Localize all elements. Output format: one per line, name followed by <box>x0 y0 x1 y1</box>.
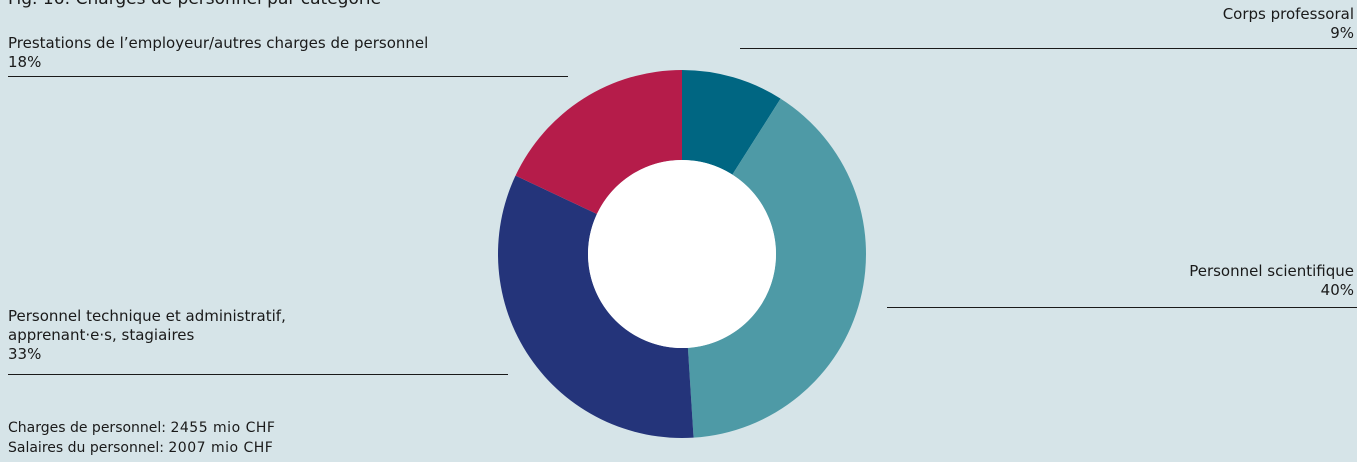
label-technique-pct: 33% <box>8 345 42 363</box>
summary-charges-value: 2455 mio CHF <box>170 420 276 436</box>
leader-line-scientifique <box>887 307 1357 308</box>
leader-line-prestations <box>8 76 568 77</box>
label-prestations: Prestations de l’employeur/autres charge… <box>8 34 428 72</box>
donut-slice-personnel-scientifique <box>687 98 867 438</box>
label-scientifique-name: Personnel scientifique <box>1189 262 1354 280</box>
leader-line-corps <box>740 48 1357 49</box>
chart-title: Fig. 16: Charges de personnel par catégo… <box>8 0 381 9</box>
label-prestations-pct: 18% <box>8 53 42 71</box>
summary-salaires-label: Salaires du personnel: <box>8 440 164 456</box>
donut-slice-personnel-technique-et-administratif-apprenant-e-s-stagiaires <box>498 175 694 439</box>
summary-salaires-value: 2007 mio CHF <box>168 440 274 456</box>
summary-charges-label: Charges de personnel: <box>8 420 167 436</box>
summary-salaires: Salaires du personnel: 2007 mio CHF <box>8 439 273 458</box>
label-prestations-name: Prestations de l’employeur/autres charge… <box>8 34 429 52</box>
label-corps-name: Corps professoral <box>1222 5 1354 23</box>
leader-line-technique <box>8 374 508 375</box>
label-corps-professoral: Corps professoral 9% <box>1223 5 1354 43</box>
label-personnel-scientifique: Personnel scientifique 40% <box>1189 262 1354 300</box>
donut-slice-prestations-de-l-employeur-autres-charges-de-personnel <box>515 70 682 214</box>
label-technique-line2: apprenant·e·s, stagiaires <box>8 326 195 344</box>
summary-charges: Charges de personnel: 2455 mio CHF <box>8 419 275 438</box>
label-scientifique-pct: 40% <box>1320 281 1354 299</box>
donut-slice-corps-professoral <box>682 70 781 175</box>
donut-hole <box>588 160 776 348</box>
label-technique-line1: Personnel technique et administratif, <box>8 307 286 325</box>
label-personnel-technique: Personnel technique et administratif, ap… <box>8 307 286 364</box>
label-corps-pct: 9% <box>1330 24 1354 42</box>
